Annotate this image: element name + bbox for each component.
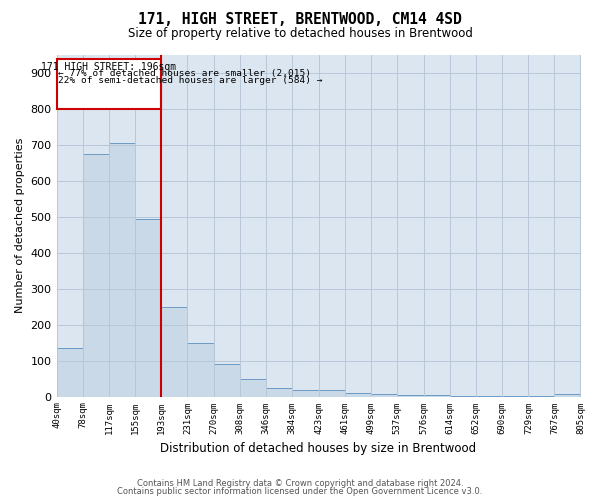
Bar: [214, 364, 240, 396]
Bar: [397, 395, 424, 396]
Text: Contains HM Land Registry data © Crown copyright and database right 2024.: Contains HM Land Registry data © Crown c…: [137, 478, 463, 488]
Text: Contains public sector information licensed under the Open Government Licence v3: Contains public sector information licen…: [118, 487, 482, 496]
Bar: [240, 378, 266, 396]
Bar: [161, 306, 187, 396]
Bar: [266, 388, 292, 396]
Bar: [371, 394, 397, 396]
Text: 22% of semi-detached houses are larger (584) →: 22% of semi-detached houses are larger (…: [58, 76, 322, 85]
Text: 171 HIGH STREET: 196sqm: 171 HIGH STREET: 196sqm: [41, 62, 176, 72]
Y-axis label: Number of detached properties: Number of detached properties: [15, 138, 25, 314]
Bar: [187, 342, 214, 396]
Text: ← 77% of detached houses are smaller (2,015): ← 77% of detached houses are smaller (2,…: [58, 68, 311, 78]
Text: Size of property relative to detached houses in Brentwood: Size of property relative to detached ho…: [128, 28, 472, 40]
Bar: [319, 390, 345, 396]
Bar: [554, 394, 580, 396]
Text: 171, HIGH STREET, BRENTWOOD, CM14 4SD: 171, HIGH STREET, BRENTWOOD, CM14 4SD: [138, 12, 462, 28]
X-axis label: Distribution of detached houses by size in Brentwood: Distribution of detached houses by size …: [160, 442, 476, 455]
Bar: [56, 348, 83, 397]
Bar: [83, 154, 109, 396]
Bar: [136, 218, 161, 396]
Bar: [109, 143, 136, 397]
Bar: [345, 393, 371, 396]
Bar: [292, 390, 319, 396]
Bar: [424, 395, 449, 396]
Bar: [56, 58, 161, 109]
